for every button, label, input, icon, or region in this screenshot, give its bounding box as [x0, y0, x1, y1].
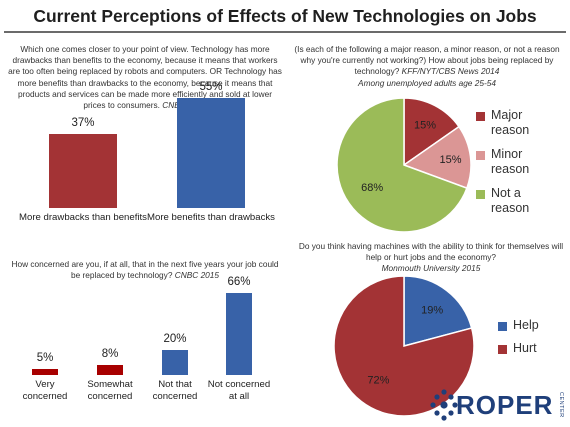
chart2-value-label-1: 5% [36, 351, 54, 364]
chart3-slice-label-1: 15% [414, 120, 436, 132]
chart2-value-label-4: 66% [227, 275, 251, 288]
chart2-bar-3 [162, 350, 188, 375]
chart1-category-label-2: More benefits than drawbacks [147, 212, 275, 223]
legend-label: Hurt [513, 341, 537, 355]
legend-swatch [476, 190, 485, 199]
chart4-slice-1 [403, 275, 473, 347]
chart3-slice-1 [403, 97, 460, 167]
chart2-category-label-1: Very concerned [22, 379, 68, 402]
chart3-legend-item-1: Major reason [476, 108, 542, 138]
legend-swatch [498, 345, 507, 354]
chart4-slice-label-2: 72% [367, 374, 389, 386]
chart2-category-label-4: Not concerned at all [207, 379, 271, 402]
legend-swatch [498, 322, 507, 331]
roper-dots-icon [430, 389, 458, 421]
chart3-source: KFF/NYT/CBS News 2014 [401, 66, 500, 77]
chart3-slice-2 [402, 125, 472, 190]
chart2-bar-2 [97, 365, 123, 375]
chart4-slice-label-1: 19% [421, 304, 443, 316]
logo-subtext: CENTER [558, 392, 564, 418]
chart4-pie: 19% 72% [333, 275, 475, 417]
chart1-category-label-1: More drawbacks than benefits [19, 212, 147, 223]
chart2-category-label-2: Somewhat concerned [87, 379, 133, 402]
chart3-population: Among unemployed adults age 25-54 [358, 77, 496, 88]
legend-label: Minor reason [491, 147, 530, 176]
legend-swatch [476, 112, 485, 121]
chart3-legend-item-2: Minor reason [476, 147, 542, 177]
chart1-question-text: Which one comes closer to your point of … [8, 44, 282, 111]
chart2-source: CNBC 2015 [174, 270, 220, 281]
chart4-question-text: Do you think having machines with the ab… [298, 241, 564, 263]
chart2-value-label-2: 8% [101, 348, 119, 361]
legend-label: Not a reason [491, 186, 530, 215]
chart4-question: Do you think having machines with the ab… [296, 241, 566, 275]
legend-label: Major reason [491, 108, 530, 137]
chart3-pie: 15% 15% 68% [336, 97, 472, 233]
chart1-bar-1 [49, 134, 117, 208]
chart2-question: How concerned are you, if at all, that i… [8, 259, 282, 281]
chart3-slice-label-2: 15% [439, 154, 461, 166]
chart3-legend-item-3: Not a reason [476, 186, 542, 216]
chart4-legend-item-1: Help [498, 318, 558, 333]
chart1-value-label-1: 37% [71, 117, 95, 129]
chart2-bar-4 [226, 292, 252, 375]
chart2-value-label-3: 20% [163, 333, 187, 346]
logo-text: ROPER [456, 390, 554, 420]
chart2-question-text: How concerned are you, if at all, that i… [11, 259, 279, 281]
chart3-slice-3 [336, 97, 468, 233]
chart1-bar-2 [177, 98, 245, 208]
chart2-bar-1 [32, 368, 58, 375]
roper-center-logo: ROPER CENTER [430, 388, 564, 422]
chart1-value-label-2: 55% [199, 81, 223, 93]
chart3-question-text: (Is each of the following a major reason… [294, 44, 560, 77]
chart2-category-label-3: Not that concerned [152, 379, 198, 402]
chart4-legend-item-2: Hurt [498, 341, 558, 356]
chart3-question: (Is each of the following a major reason… [292, 44, 562, 89]
legend-swatch [476, 151, 485, 160]
chart4-slice-2 [333, 275, 475, 417]
title-divider [4, 31, 566, 33]
chart3-slice-label-3: 68% [361, 182, 383, 194]
chart4-source: Monmouth University 2015 [381, 263, 481, 274]
legend-label: Help [513, 318, 539, 332]
page-title: Current Perceptions of Effects of New Te… [33, 6, 537, 26]
